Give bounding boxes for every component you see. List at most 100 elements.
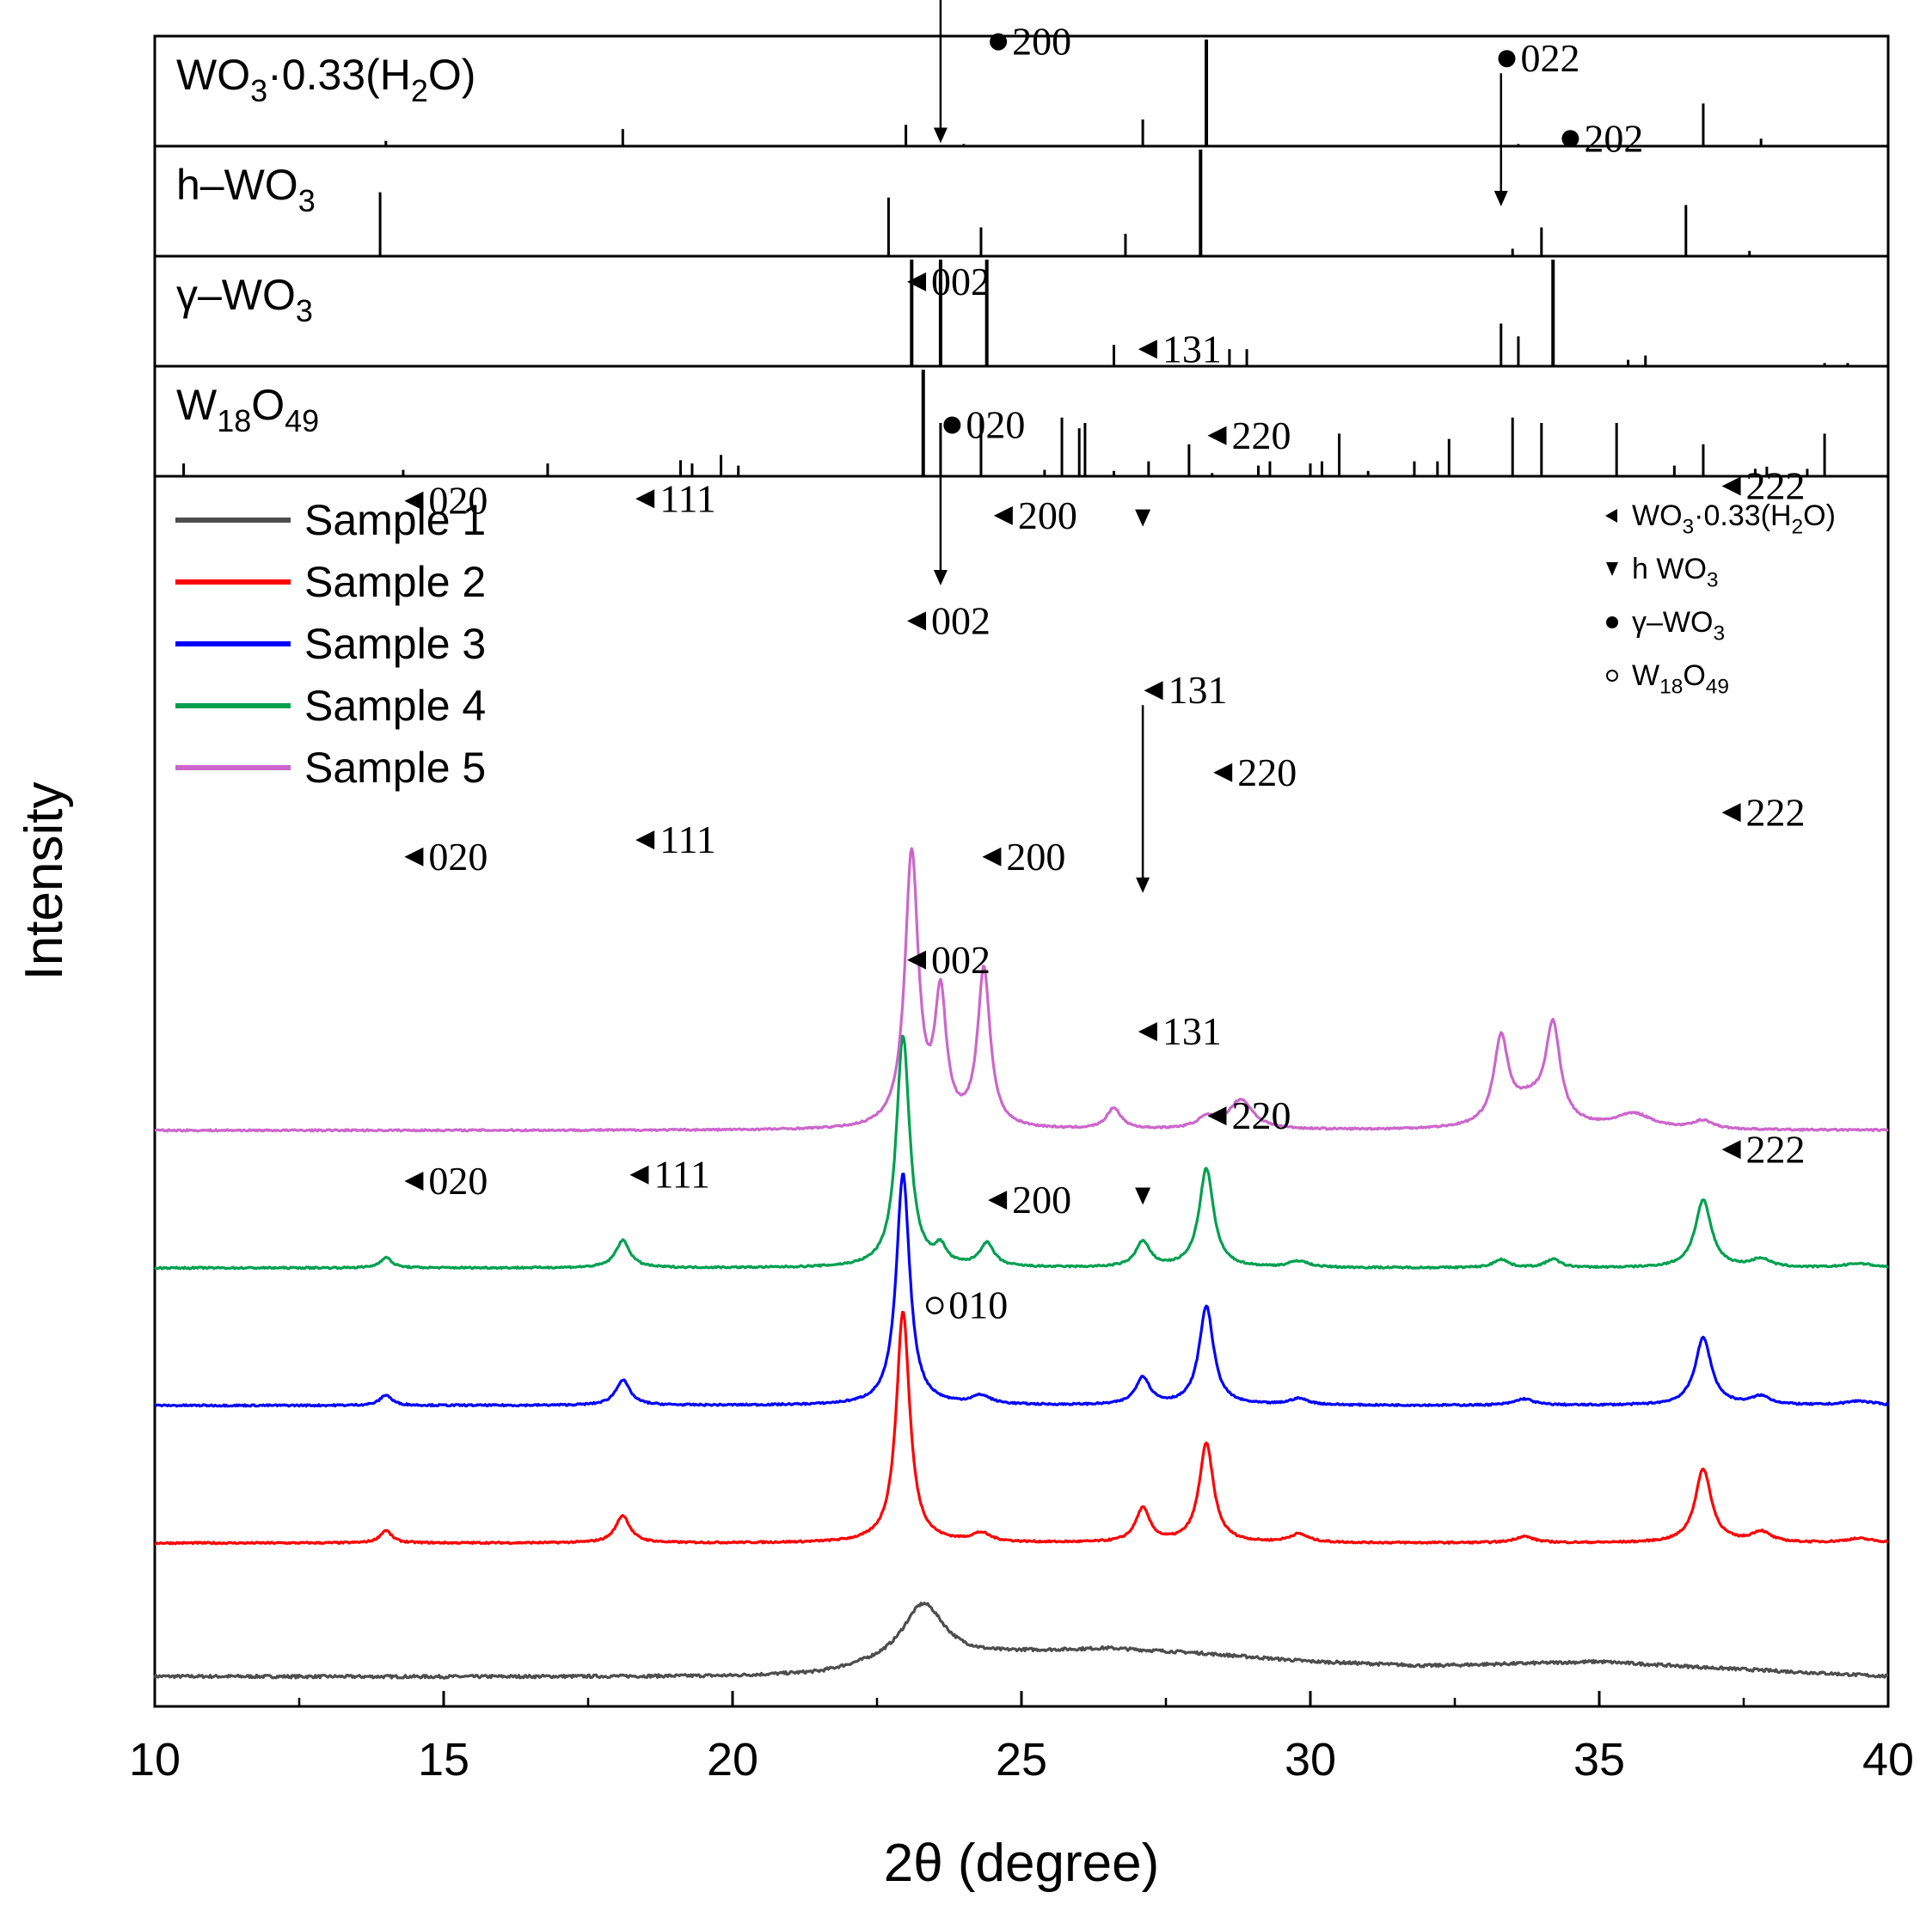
- peak-annotation: 020: [933, 0, 948, 144]
- marker-down-triangle: [1135, 509, 1151, 527]
- series-line: [153, 1602, 1889, 1680]
- peak-annotation: 020: [404, 835, 488, 879]
- panel-frame: [153, 254, 1890, 368]
- phase-legend-item: γ–WO3: [1606, 606, 1725, 646]
- x-tick-label: 20: [707, 1734, 758, 1785]
- marker-left-triangle: [1721, 1140, 1741, 1160]
- legend-label: Sample 4: [304, 682, 486, 730]
- marker-left-triangle: [404, 491, 424, 511]
- marker-filled-circle: [990, 33, 1008, 51]
- annotation-label: 020: [428, 1159, 488, 1203]
- arrow-head: [933, 570, 948, 585]
- marker-left-triangle: [988, 1191, 1008, 1210]
- marker-left-triangle: [1207, 426, 1227, 445]
- sample-legend: Sample 1 Sample 2 Sample 3 Sample 4 Sample 5: [175, 496, 486, 792]
- annotation-label: 222: [1746, 464, 1806, 508]
- marker-left-triangle: [635, 489, 655, 509]
- reference-panels: WO3·0.33(H2O) h–WO3 γ–WO3 W18O49: [153, 34, 1890, 478]
- peak-annotation: 222: [1721, 1127, 1806, 1171]
- annotation-label: 022: [1520, 36, 1579, 80]
- reference-panel: W18O49: [153, 364, 1890, 478]
- marker-down-triangle: [1135, 1187, 1151, 1205]
- reference-panel: γ–WO3: [153, 254, 1890, 368]
- peak-annotation: 111: [635, 476, 716, 520]
- peak-annotation: 111: [635, 818, 716, 861]
- marker-left-triangle: [404, 847, 424, 867]
- annotation-label: 220: [1231, 1093, 1291, 1137]
- peak-annotation: 020: [404, 479, 488, 523]
- x-tick-label: 25: [996, 1734, 1047, 1785]
- panel-label: WO3·0.33(H2O): [176, 51, 475, 108]
- legend-label: Sample 3: [304, 620, 486, 668]
- series-line: [154, 1310, 1889, 1546]
- annotation-label: 222: [1746, 790, 1806, 834]
- annotation-label: 200: [1012, 1178, 1071, 1222]
- phase-legend: WO3·0.33(H2O) h WO3 γ–WO3 W18O49: [1605, 499, 1836, 699]
- annotation-label: 020: [428, 835, 488, 879]
- marker-left-triangle: [1138, 340, 1157, 359]
- peak-annotation: 002: [907, 598, 991, 642]
- marker-left-triangle: [1213, 763, 1233, 782]
- marker-left-triangle: [1138, 1022, 1157, 1042]
- peak-annotation: 131: [1136, 668, 1228, 893]
- annotation-label: 020: [428, 479, 488, 523]
- arrow-head: [933, 127, 948, 144]
- panel-label: h–WO3: [176, 161, 316, 218]
- x-tick-label: 10: [129, 1734, 181, 1785]
- phase-legend-label: WO3·0.33(H2O): [1632, 499, 1836, 539]
- legend-item: Sample 1: [175, 496, 486, 544]
- series-line: [154, 847, 1889, 1133]
- annotation-label: 220: [1231, 413, 1291, 457]
- x-tick-label: 40: [1862, 1734, 1914, 1785]
- legend-label: Sample 5: [304, 744, 486, 792]
- main-plot: [153, 475, 1890, 1708]
- peak-annotation: 020: [404, 1159, 488, 1203]
- peak-annotation: 131: [1135, 327, 1222, 527]
- legend-label: Sample 1: [304, 496, 486, 544]
- panel-frame: [153, 144, 1890, 258]
- peak-annotation: 010: [925, 1283, 1008, 1327]
- marker-left-triangle: [635, 830, 655, 850]
- peak-annotation: 022: [1493, 36, 1579, 206]
- marker-left-triangle: [629, 1165, 649, 1185]
- arrow-head: [1136, 877, 1150, 893]
- marker-open-circle: [1606, 670, 1618, 682]
- annotation-label: 002: [931, 260, 991, 303]
- peak-annotation: 002: [907, 938, 991, 982]
- panel-label: γ–WO3: [176, 271, 313, 328]
- annotation-label: 020: [966, 403, 1025, 447]
- peak-annotation: 111: [629, 1153, 710, 1197]
- marker-filled-circle: [1606, 616, 1618, 628]
- reference-panel: h–WO3: [153, 144, 1890, 258]
- marker-left-triangle: [907, 950, 927, 970]
- marker-filled-circle: [1498, 50, 1516, 68]
- peak-annotation: 200: [990, 20, 1071, 64]
- annotation-label: 200: [1006, 835, 1065, 879]
- peak-annotation: 020: [933, 403, 1025, 585]
- peak-annotation: 200: [982, 835, 1065, 879]
- annotation-label: 200: [1018, 493, 1077, 537]
- marker-left-triangle: [993, 505, 1013, 525]
- legend-item: Sample 4: [175, 682, 486, 730]
- annotation-label: 200: [1012, 20, 1071, 64]
- x-axis-label: 2θ (degree): [884, 1834, 1160, 1893]
- legend-item: Sample 3: [175, 620, 486, 668]
- marker-left-triangle: [982, 847, 1002, 867]
- arrow-head: [1493, 191, 1508, 206]
- phase-legend-item: W18O49: [1606, 659, 1729, 699]
- legend-item: Sample 5: [175, 744, 486, 792]
- annotation-label: 131: [1168, 668, 1228, 712]
- y-axis-label: Intensity: [15, 782, 74, 981]
- phase-legend-label: γ–WO3: [1632, 606, 1725, 646]
- annotation-label: 010: [948, 1283, 1008, 1327]
- phase-legend-label: h WO3: [1632, 553, 1719, 592]
- annotation-label: 131: [1162, 327, 1222, 371]
- marker-left-triangle: [1605, 509, 1617, 523]
- x-tick-label: 30: [1285, 1734, 1336, 1785]
- x-axis: 10 15 20 25 30 35 40 2θ (degree) Intensity: [15, 782, 1914, 1893]
- marker-filled-circle: [1561, 130, 1579, 148]
- marker-left-triangle: [1721, 476, 1741, 496]
- annotation-label: 222: [1746, 1127, 1806, 1171]
